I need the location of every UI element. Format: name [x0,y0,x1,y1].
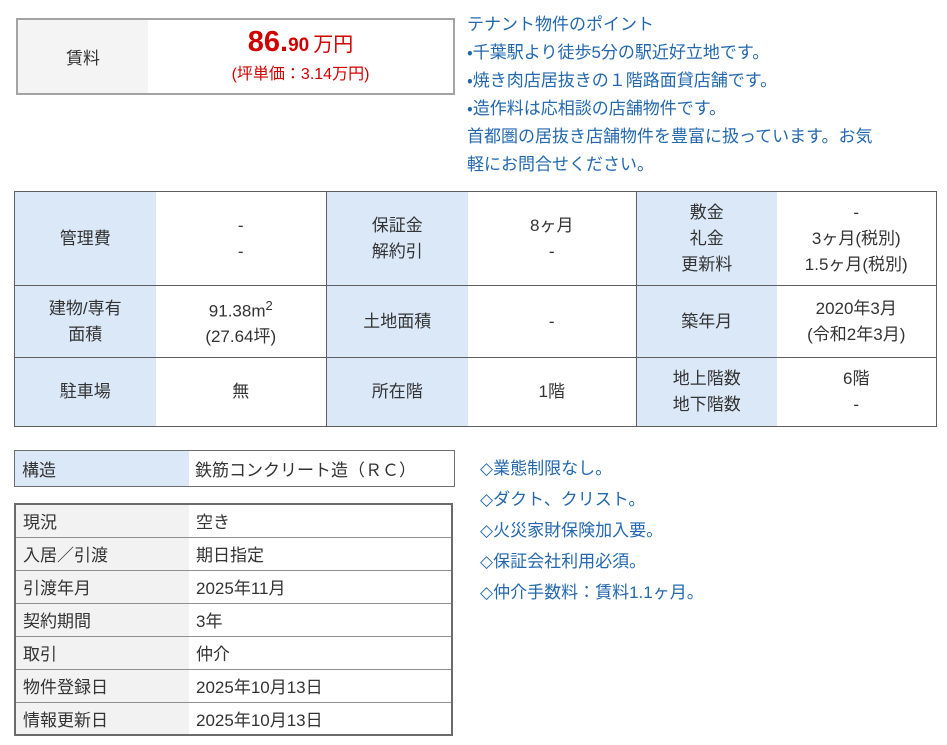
property-registered-label: 物件登録日 [15,668,189,702]
move-in-handover-row: 入居／引渡 期日指定 [15,536,452,570]
floor-location-label: 所在階 [326,357,468,427]
handover-date-value: 2025年11月 [189,569,452,603]
handover-date-row: 引渡年月 2025年11月 [15,569,452,603]
shikikin-reikin-renewal-value: - 3ヶ月(税別) 1.5ヶ月(税別) [776,191,937,286]
square-meter-sup: 2 [265,297,273,313]
parking-value: 無 [155,357,327,427]
info-updated-row: 情報更新日 2025年10月13日 [15,701,452,735]
point-line: 軽にお問合せください。 [467,155,654,174]
structure-value: 鉄筋コンクリート造（ＲＣ） [195,461,416,480]
table-row: 管理費 - - 保証金 解約引 8ヶ月 - 敷金 礼金 更新料 - 3ヶ月(税別… [14,191,937,286]
transaction-type-row: 取引 仲介 [15,635,452,669]
deposit-cancellation-label: 保証金 解約引 [326,191,468,286]
building-area-label: 建物/専有 面積 [14,285,156,358]
note-line: ◇仲介手数料：賃料1.1ヶ月。 [480,583,704,602]
handover-date-label: 引渡年月 [15,569,189,603]
property-registered-row: 物件登録日 2025年10月13日 [15,668,452,702]
shikikin-reikin-renewal-label: 敷金 礼金 更新料 [636,191,777,286]
note-line: ◇保証会社利用必須。 [480,552,647,571]
structure-label: 構造 [15,451,189,486]
floors-above-below-value: 6階 - [776,357,937,427]
management-fee-label: 管理費 [14,191,156,286]
point-line: ・焼き肉店居抜きの１階路面貸店舗です。 [467,71,778,90]
contract-period-label: 契約期間 [15,602,189,636]
note-line: ◇ダクト、クリスト。 [480,490,646,509]
info-updated-value: 2025年10月13日 [189,701,452,735]
floor-location-value: 1階 [467,357,637,427]
contract-period-value: 3年 [189,602,452,636]
rent-amount-decimal: 90 [288,35,310,56]
point-line: ・造作料は応相談の店舗物件です。 [467,99,727,118]
note-line: ◇火災家財保険加入要。 [480,521,664,540]
note-line: ◇業態制限なし。 [480,459,613,478]
table-row: 駐車場 無 所在階 1階 地上階数 地下階数 6階 - [14,357,937,427]
property-registered-value: 2025年10月13日 [189,668,452,702]
rent-value: 86.90 万円 (坪単価：3.14万円) [148,20,453,93]
property-notes: ◇業態制限なし。 ◇ダクト、クリスト。 ◇火災家財保険加入要。 ◇保証会社利用必… [480,453,704,608]
tenant-points-title: テナント物件のポイント [467,15,654,34]
building-area-value: 91.38m2 (27.64坪) [155,285,327,358]
management-fee-value: - - [155,191,327,286]
land-area-value: - [467,285,637,358]
current-status-row: 現況 空き [15,504,452,537]
current-status-value: 空き [189,504,452,537]
land-area-label: 土地面積 [326,285,468,358]
rent-amount-unit: 万円 [313,34,354,56]
rent-box: 賃料 86.90 万円 (坪単価：3.14万円) [16,18,455,95]
current-status-label: 現況 [15,504,189,537]
structure-row: 構造 鉄筋コンクリート造（ＲＣ） [14,450,455,487]
deposit-cancellation-value: 8ヶ月 - [467,191,637,286]
parking-label: 駐車場 [14,357,156,427]
contract-period-row: 契約期間 3年 [15,602,452,636]
rent-amount: 86.90 万円 [248,26,353,63]
info-updated-label: 情報更新日 [15,701,189,735]
move-in-handover-value: 期日指定 [189,536,452,570]
floors-above-below-label: 地上階数 地下階数 [636,357,777,427]
rent-tsubo-unit-price: (坪単価：3.14万円) [231,66,370,83]
property-spec-table: 管理費 - - 保証金 解約引 8ヶ月 - 敷金 礼金 更新料 - 3ヶ月(税別… [14,191,937,427]
built-date-value: 2020年3月 (令和2年3月) [776,285,937,358]
transaction-type-value: 仲介 [189,635,452,669]
rent-label: 賃料 [18,20,148,93]
table-row: 建物/専有 面積 91.38m2 (27.64坪) 土地面積 - 築年月 202… [14,285,937,358]
built-date-label: 築年月 [636,285,777,358]
move-in-handover-label: 入居／引渡 [15,536,189,570]
tenant-points: テナント物件のポイント ・千葉駅より徒歩5分の駅近好立地です。 ・焼き肉店居抜き… [467,11,942,179]
point-line: ・千葉駅より徒歩5分の駅近好立地です。 [467,43,770,62]
point-line: 首都圏の居抜き店舗物件を豊富に扱っています。お気 [467,127,873,146]
property-detail-table: 現況 空き 入居／引渡 期日指定 引渡年月 2025年11月 契約期間 3年 取… [14,503,453,736]
transaction-type-label: 取引 [15,635,189,669]
rent-amount-integer: 86. [247,26,289,58]
